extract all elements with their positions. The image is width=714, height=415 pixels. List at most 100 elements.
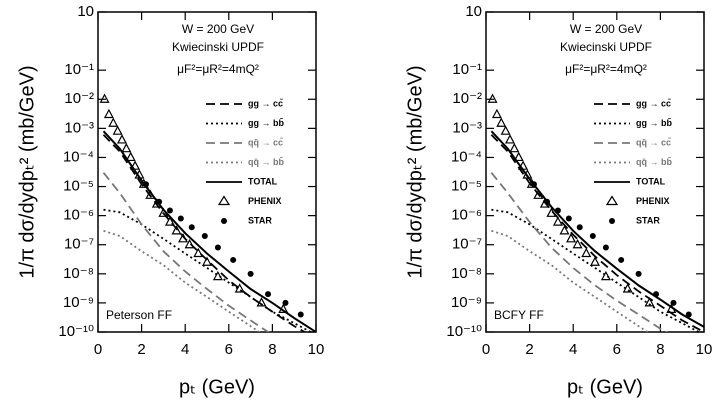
curve — [491, 208, 701, 332]
phenix-point — [590, 256, 600, 266]
y-tick-label: 10⁻³ — [452, 119, 482, 136]
annotation: W = 200 GeV — [570, 22, 642, 36]
phenix-point — [522, 169, 533, 179]
legend-label: gg → cc̄ — [248, 98, 284, 108]
star-point — [565, 215, 572, 222]
star-point — [166, 207, 173, 214]
panel: 10 10⁻¹ 10⁻² 10⁻³ 10⁻⁴ 10⁻⁵ 10⁻⁶ 10⁻⁷ 10⁻⁸ 10⁻⁹ 10… — [404, 3, 712, 398]
phenix-point — [600, 270, 611, 281]
y-tick-label: 10⁻¹⁰ — [446, 323, 482, 340]
phenix-point — [572, 238, 583, 249]
legend-label: gg → bb̄ — [636, 118, 672, 128]
star-point — [214, 244, 221, 251]
x-tick-label: 0 — [94, 341, 102, 358]
phenix-point — [99, 93, 110, 103]
x-tick-label: 6 — [225, 341, 233, 358]
star-point — [177, 215, 184, 222]
legend-label: qq̄ → bb̄ — [636, 157, 672, 167]
legend-label: PHENIX — [248, 196, 282, 206]
phenix-point — [130, 160, 141, 170]
phenix-point — [513, 151, 524, 162]
star-point — [142, 181, 149, 188]
star-point — [201, 232, 208, 239]
star-point — [635, 270, 642, 277]
phenix-point — [171, 225, 182, 235]
x-tick-label: 8 — [268, 341, 276, 358]
star-point — [297, 311, 304, 318]
curve — [103, 229, 261, 332]
legend-marker — [217, 195, 231, 206]
phenix-point — [559, 225, 570, 235]
y-tick-label: 10⁻³ — [64, 119, 94, 136]
plot-frame — [97, 11, 317, 333]
x-axis-label: pₜ (GeV) — [179, 376, 255, 398]
phenix-point — [566, 233, 577, 243]
annotation: W = 200 GeV — [182, 22, 254, 36]
y-tick-label: 10⁻¹⁰ — [58, 323, 94, 340]
annotation: μF²=μR²=4mQ² — [177, 62, 259, 76]
curve — [490, 134, 704, 332]
y-tick-label: 10⁻⁹ — [451, 294, 482, 311]
star-point — [282, 299, 289, 306]
phenix-point — [158, 207, 169, 217]
star-point — [576, 224, 583, 231]
legend-marker — [609, 218, 615, 224]
legend-label: qq̄ → cc̄ — [636, 137, 672, 147]
star-point — [589, 232, 596, 239]
panel: 10 10⁻¹ 10⁻² 10⁻³ 10⁻⁴ 10⁻⁵ 10⁻⁶ 10⁻⁷ 10⁻⁸ 10⁻⁹ 10… — [16, 3, 324, 398]
x-tick-label: 2 — [137, 341, 145, 358]
curve — [103, 208, 313, 332]
panel-label: Peterson FF — [106, 308, 172, 322]
phenix-point — [256, 297, 267, 307]
phenix-point — [164, 216, 175, 226]
x-tick-label: 2 — [525, 341, 533, 358]
y-tick-label: 10⁻¹ — [64, 61, 94, 78]
phenix-point — [145, 189, 156, 199]
phenix-point — [581, 247, 592, 258]
y-axis-label: 1/π dσ/dydpₜ² (mb/GeV) — [16, 65, 38, 278]
plot-area — [99, 93, 316, 332]
star-point — [554, 207, 561, 214]
phenix-point — [552, 216, 563, 226]
phenix-point — [518, 160, 529, 170]
y-tick-label: 10⁻⁶ — [63, 207, 94, 224]
y-tick-label: 10⁻⁸ — [451, 265, 482, 282]
phenix-point — [496, 117, 507, 127]
star-point — [670, 299, 677, 306]
phenix-point — [491, 108, 502, 119]
y-tick-label: 10⁻⁷ — [452, 236, 482, 253]
y-tick-label: 10⁻⁸ — [63, 265, 94, 282]
legend-label: qq̄ → cc̄ — [248, 137, 284, 147]
y-tick-label: 10⁻¹ — [452, 61, 482, 78]
star-point — [685, 311, 692, 318]
phenix-point — [212, 270, 223, 281]
x-tick-label: 4 — [569, 341, 577, 358]
y-tick-label: 10⁻⁴ — [63, 148, 94, 165]
phenix-point — [202, 256, 212, 266]
star-point — [653, 291, 660, 298]
phenix-point — [184, 238, 195, 249]
x-tick-label: 6 — [613, 341, 621, 358]
panel-label: BCFY FF — [494, 308, 544, 322]
curve — [102, 172, 270, 332]
annotation: μF²=μR²=4mQ² — [565, 62, 647, 76]
y-tick-label: 10 — [465, 3, 482, 20]
y-tick-label: 10⁻⁷ — [64, 236, 94, 253]
phenix-point — [509, 142, 520, 153]
phenix-point — [121, 142, 132, 153]
phenix-point — [622, 283, 633, 293]
legend-label: PHENIX — [636, 196, 670, 206]
legend-label: TOTAL — [636, 176, 666, 186]
phenix-point — [108, 117, 119, 127]
phenix-point — [103, 108, 114, 119]
x-tick-label: 0 — [482, 341, 490, 358]
curve — [490, 172, 669, 332]
y-tick-label: 10⁻⁵ — [451, 178, 482, 195]
phenix-point — [533, 189, 544, 199]
phenix-point — [193, 247, 204, 258]
legend-label: qq̄ → bb̄ — [248, 157, 284, 167]
phenix-point — [178, 233, 189, 243]
y-tick-label: 10⁻⁵ — [63, 178, 94, 195]
x-tick-label: 8 — [656, 341, 664, 358]
